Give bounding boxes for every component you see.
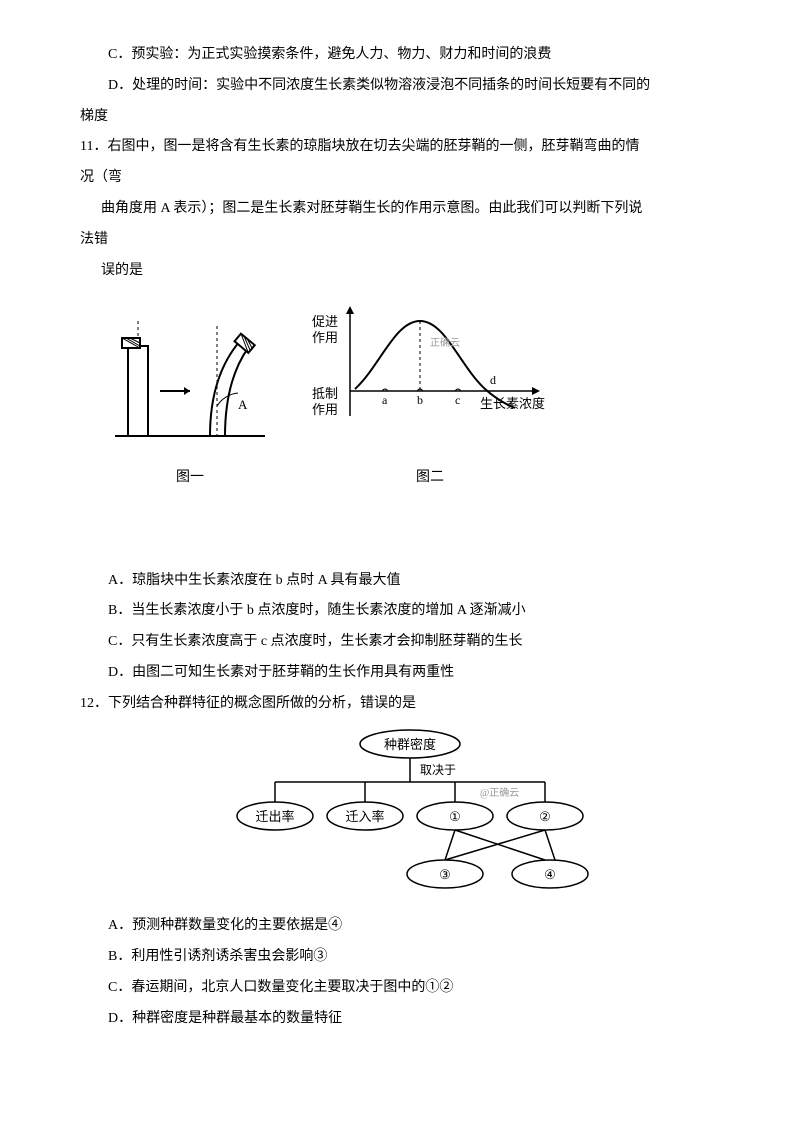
svg-text:④: ④ (544, 867, 556, 882)
svg-text:促进: 促进 (312, 314, 338, 329)
svg-text:作用: 作用 (312, 330, 338, 345)
q11-fig2: a b c d 促进 作用 抵制 作用 生长素浓度 正确云 图二 (300, 296, 560, 494)
q-option-c: C．预实验：为正式实验摸索条件，避免人力、物力、财力和时间的浪费 (80, 40, 740, 71)
fig1-label: 图一 (110, 463, 270, 494)
svg-text:d: d (490, 373, 496, 387)
q12-optA: A．预测种群数量变化的主要依据是④ (80, 911, 740, 942)
q11-stem-l1: 11．右图中，图一是将含有生长素的琼脂块放在切去尖端的胚芽鞘的一侧，胚芽鞘弯曲的… (80, 132, 740, 163)
svg-text:③: ③ (439, 867, 451, 882)
svg-text:b: b (417, 393, 423, 407)
q11-optC: C．只有生长素浓度高于 c 点浓度时，生长素才会抑制胚芽鞘的生长 (80, 627, 740, 658)
q-option-d-line2: 梯度 (80, 102, 740, 133)
svg-text:a: a (382, 393, 388, 407)
q11-stem-l2: 况（弯 (80, 163, 740, 194)
q11-fig1: A 图一 (110, 316, 270, 494)
q12-optC: C．春运期间，北京人口数量变化主要取决于图中的①② (80, 973, 740, 1004)
svg-text:种群密度: 种群密度 (384, 737, 436, 752)
q11-stem-l3: 曲角度用 A 表示）；图二是生长素对胚芽鞘生长的作用示意图。由此我们可以判断下列… (80, 194, 740, 225)
q11-optA: A．琼脂块中生长素浓度在 b 点时 A 具有最大值 (80, 566, 740, 597)
q11-figures: A 图一 a b c d 促进 作用 抵制 作 (110, 296, 740, 494)
svg-text:A: A (238, 397, 248, 412)
svg-text:@正确云: @正确云 (480, 786, 519, 799)
svg-text:迁入率: 迁入率 (345, 809, 384, 824)
svg-text:②: ② (539, 809, 551, 824)
q11-optD: D．由图二可知生长素对于胚芽鞘的生长作用具有两重性 (80, 658, 740, 689)
svg-text:抵制: 抵制 (312, 386, 338, 401)
svg-text:c: c (455, 393, 460, 407)
svg-text:①: ① (449, 809, 461, 824)
q12-diagram: 种群密度 取决于 @正确云 迁出率 迁入率 ① ② ③ ④ (80, 724, 740, 912)
fig2-label: 图二 (300, 463, 560, 494)
x-axis-label: 生长素浓度 (480, 396, 545, 411)
q11-optB: B．当生长素浓度小于 b 点浓度时，随生长素浓度的增加 A 逐渐减小 (80, 596, 740, 627)
q11-stem-l4: 法错 (80, 225, 740, 256)
watermark-text: 正确云 (430, 336, 460, 349)
svg-text:迁出率: 迁出率 (255, 809, 294, 824)
svg-text:取决于: 取决于 (420, 763, 456, 777)
svg-text:作用: 作用 (312, 402, 338, 417)
q12-stem: 12．下列结合种群特征的概念图所做的分析，错误的是 (80, 689, 740, 720)
q-option-d-line1: D．处理的时间：实验中不同浓度生长素类似物溶液浸泡不同插条的时间长短要有不同的 (80, 71, 740, 102)
q11-stem-l5: 误的是 (80, 256, 740, 287)
q12-optD: D．种群密度是种群最基本的数量特征 (80, 1004, 740, 1035)
q12-optB: B．利用性引诱剂诱杀害虫会影响③ (80, 942, 740, 973)
